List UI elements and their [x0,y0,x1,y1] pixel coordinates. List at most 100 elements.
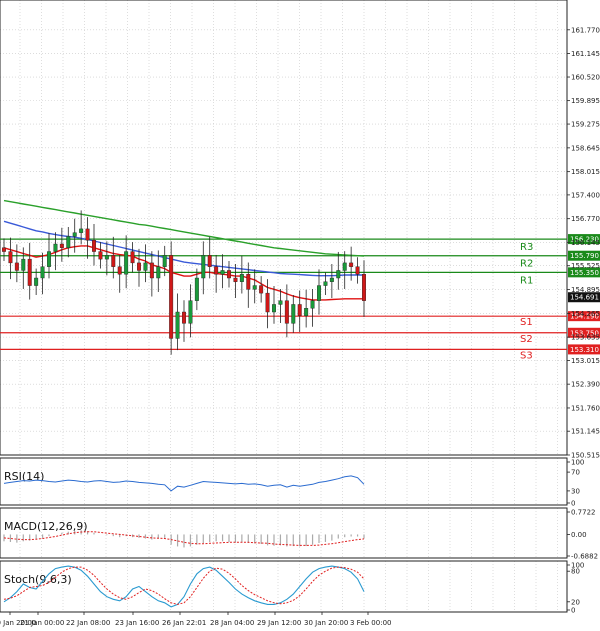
candle-body [317,285,321,301]
pane-frame-macd [0,507,568,559]
price-tick-label: 153.015 [571,357,600,365]
pane-frame-main [0,0,568,456]
candle-body [362,274,366,301]
ma-line [3,245,364,301]
price-tick-label: 150.515 [571,452,600,460]
candle-body [21,258,26,271]
candle-body [188,300,193,324]
stoch-main-line [3,565,365,608]
candle-body [310,300,315,309]
candle-body [59,243,64,248]
moving-averages [3,199,365,301]
level-name-r2: R2 [520,259,533,270]
candle-body [169,255,174,339]
grid-lines [0,0,567,612]
time-tick-label: 22 Jan 08:00 [66,619,110,627]
stoch-label: Stoch(9,6,3) [4,573,72,586]
level-price-label: 153.750 [570,329,599,337]
time-tick-label: 20 Jan 20:00 [0,619,36,627]
stoch-tick-label: 80 [571,568,580,576]
macd-signal-line [3,531,365,546]
pane-frame-rsi [0,457,568,506]
candle-body [104,255,109,260]
candle-body [124,251,129,275]
time-tick-label: 26 Jan 22:01 [162,619,206,627]
candle-body [72,232,77,237]
time-tick-label: 29 Jan 12:00 [257,619,301,627]
macd-label: MACD(12,26,9) [4,520,88,533]
current-price-box [568,292,600,303]
candle-body [246,274,251,290]
candle-body [220,270,225,275]
price-tick-label: 157.400 [571,191,600,199]
level-name-s2: S2 [520,334,533,345]
stoch-tick-label: 0 [571,607,575,615]
rsi-tick-label: 100 [571,459,584,467]
candle-body [117,266,122,275]
candle-body [162,255,167,267]
candle-body [239,274,244,282]
time-tick-label: 28 Jan 04:00 [210,619,254,627]
level-price-box [568,327,600,338]
price-tick-label: 158.645 [571,144,600,152]
candle-body [2,247,6,252]
candle-body [79,228,84,233]
rsi-tick-label: 70 [571,469,580,477]
rsi-line [3,475,365,492]
stoch-tick-label: 20 [571,598,580,606]
candle-body [342,262,347,271]
price-tick-label: 159.895 [571,97,600,105]
candle-body [227,270,231,279]
candle-body [349,262,354,267]
price-tick-label: 161.145 [571,50,600,58]
candle-body [336,270,341,279]
candlesticks [2,210,366,355]
candle-body [34,277,39,286]
ma-line [3,220,364,277]
time-tick-label: 23 Jan 16:00 [115,619,159,627]
macd-tick-label: -0.6882 [571,553,598,561]
level-price-label: 155.790 [570,252,599,260]
level-name-s1: S1 [520,317,533,328]
current-price-label: 154.691 [570,294,599,302]
candle-body [214,266,219,275]
pane-frame-stoch [0,560,568,613]
price-tick-label: 153.635 [571,334,600,342]
price-tick-label: 156.145 [571,239,600,247]
level-price-label: 153.310 [570,346,599,354]
candle-body [53,243,58,252]
price-tick-label: 161.770 [571,26,600,34]
candle-body [355,266,360,275]
macd-pane: 0.7722 0.00 -0.6882 MACD(12,26,9) [3,509,598,561]
price-tick-label: 158.015 [571,168,600,176]
candle-body [98,251,103,260]
price-tick-label: 152.390 [571,381,600,389]
level-name-r3: R3 [520,242,533,253]
candle-body [182,311,186,324]
stoch-tick-label: 100 [571,562,584,570]
candle-body [40,266,45,279]
level-price-box [568,311,600,322]
candle-body [329,277,334,282]
candle-body [207,255,212,267]
candle-body [130,251,135,264]
candle-body [47,251,51,267]
candle-body [14,262,19,271]
price-tick-label: 159.275 [571,121,600,129]
candle-body [111,255,116,267]
support-resistance-levels: R3 156.230 R2 155.790 R1 155.350 S1 154.190 S2 15… [0,234,600,361]
candle-body [175,311,180,339]
candle-body [194,277,199,301]
level-price-box [568,344,600,355]
candle-body [143,262,148,271]
candle-body [149,262,154,279]
candle-body [137,262,141,271]
candle-body [252,285,257,290]
candle-body [8,251,13,264]
candle-body [284,300,289,324]
candle-body [291,304,296,324]
level-name-r1: R1 [520,275,533,286]
rsi-tick-label: 30 [571,487,580,495]
macd-tick-label: 0.7722 [571,509,596,517]
